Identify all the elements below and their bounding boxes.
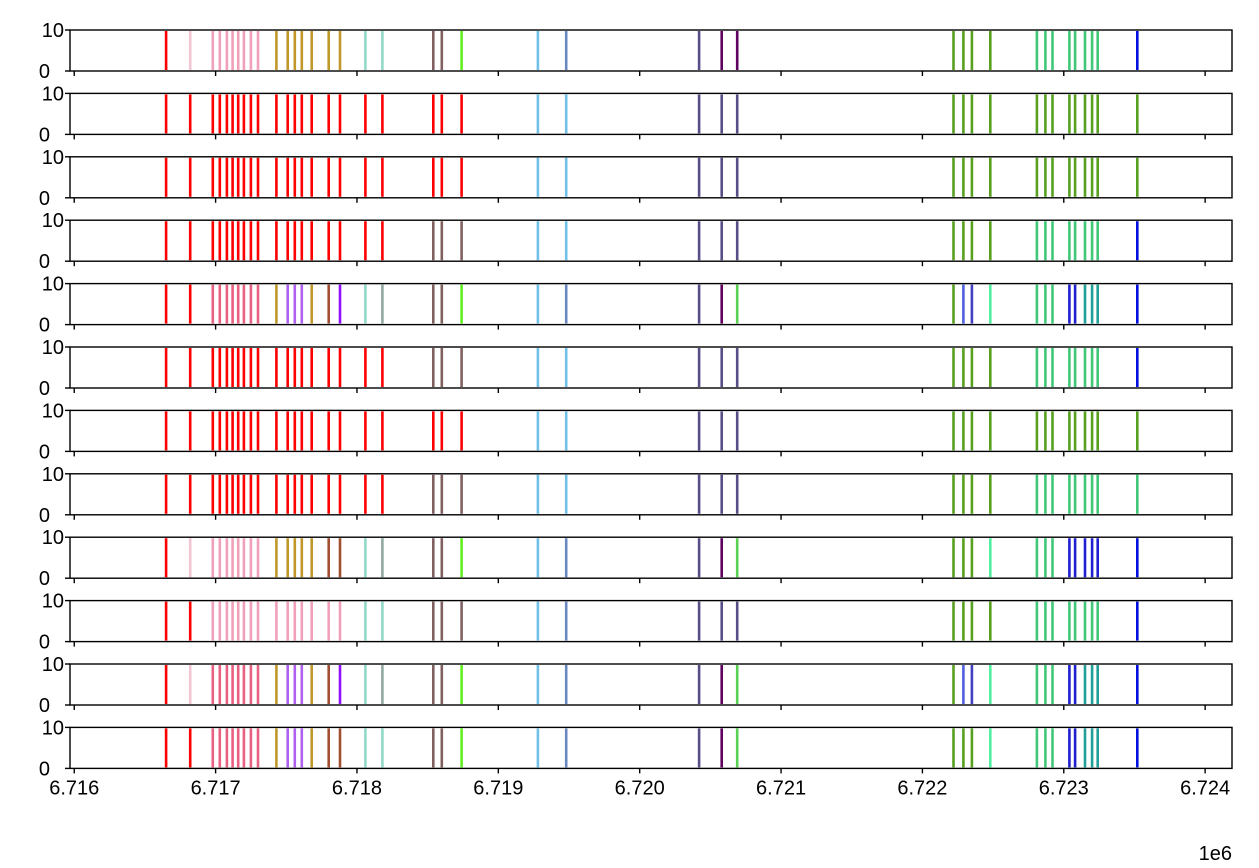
panel-frame [69, 92, 1233, 136]
y-tick-label: 10 [42, 147, 64, 169]
panel-12: 10 0 [39, 717, 1233, 780]
y-tick-label: 0 [39, 441, 50, 463]
x-multiplier-label: 1e6 [1199, 843, 1232, 865]
panel-2: 10 0 [39, 83, 1233, 146]
panel-frame [69, 599, 1233, 643]
panel-3: 10 0 [39, 147, 1233, 210]
y-tick-label: 10 [42, 527, 64, 549]
y-tick-label: 10 [42, 337, 64, 359]
panel-frame [69, 156, 1233, 199]
panel-frame [69, 726, 1233, 770]
y-tick-label: 10 [42, 591, 64, 613]
y-tick-label: 10 [42, 717, 64, 739]
panel-5: 10 0 [39, 274, 1233, 337]
panel-10: 10 0 [39, 591, 1233, 654]
y-tick-label: 0 [39, 124, 50, 146]
x-tick-label: 6.724 [1180, 777, 1230, 799]
panel-frame [69, 409, 1233, 453]
panel-9: 10 0 [39, 527, 1233, 590]
panel-8: 10 0 [39, 464, 1233, 527]
x-tick-label: 6.722 [897, 777, 947, 799]
y-tick-label: 10 [42, 83, 64, 105]
y-tick-label: 0 [39, 758, 50, 780]
x-tick-label: 6.721 [756, 777, 806, 799]
y-tick-label: 0 [39, 632, 50, 654]
x-tick-label: 6.719 [473, 777, 523, 799]
panel-frame [69, 346, 1233, 389]
y-tick-label: 0 [39, 568, 50, 590]
y-tick-label: 0 [39, 188, 50, 210]
y-tick-label: 0 [39, 695, 50, 717]
panel-frame [69, 219, 1233, 262]
x-axis: 6.716 6.717 6.718 6.719 6.720 6.721 6.722 6.723… [49, 777, 1230, 799]
y-tick-label: 0 [39, 251, 50, 273]
panel-frame [69, 282, 1233, 326]
panel-7: 10 0 [39, 400, 1233, 463]
y-tick-label: 10 [42, 210, 64, 232]
panel-frame [69, 29, 1233, 72]
y-tick-label: 10 [42, 274, 64, 296]
panel-1: 10 0 [39, 20, 1233, 83]
y-tick-label: 10 [42, 400, 64, 422]
panel-frame [69, 663, 1233, 706]
panel-frame [69, 473, 1233, 516]
y-tick-label: 10 [42, 464, 64, 486]
y-tick-label: 0 [39, 378, 50, 400]
x-tick-label: 6.716 [49, 777, 99, 799]
panel-4: 10 0 [39, 210, 1233, 273]
y-tick-label: 0 [39, 315, 50, 337]
x-tick-label: 6.718 [332, 777, 382, 799]
panel-frame [69, 536, 1233, 579]
y-tick-label: 10 [42, 654, 64, 676]
x-tick-label: 6.717 [191, 777, 241, 799]
panel-6: 10 0 [39, 337, 1233, 400]
y-tick-label: 0 [39, 61, 50, 83]
y-tick-label: 10 [42, 20, 64, 42]
y-tick-label: 0 [39, 505, 50, 527]
x-tick-label: 6.723 [1039, 777, 1089, 799]
panel-11: 10 0 [39, 654, 1233, 717]
x-tick-label: 6.720 [615, 777, 665, 799]
